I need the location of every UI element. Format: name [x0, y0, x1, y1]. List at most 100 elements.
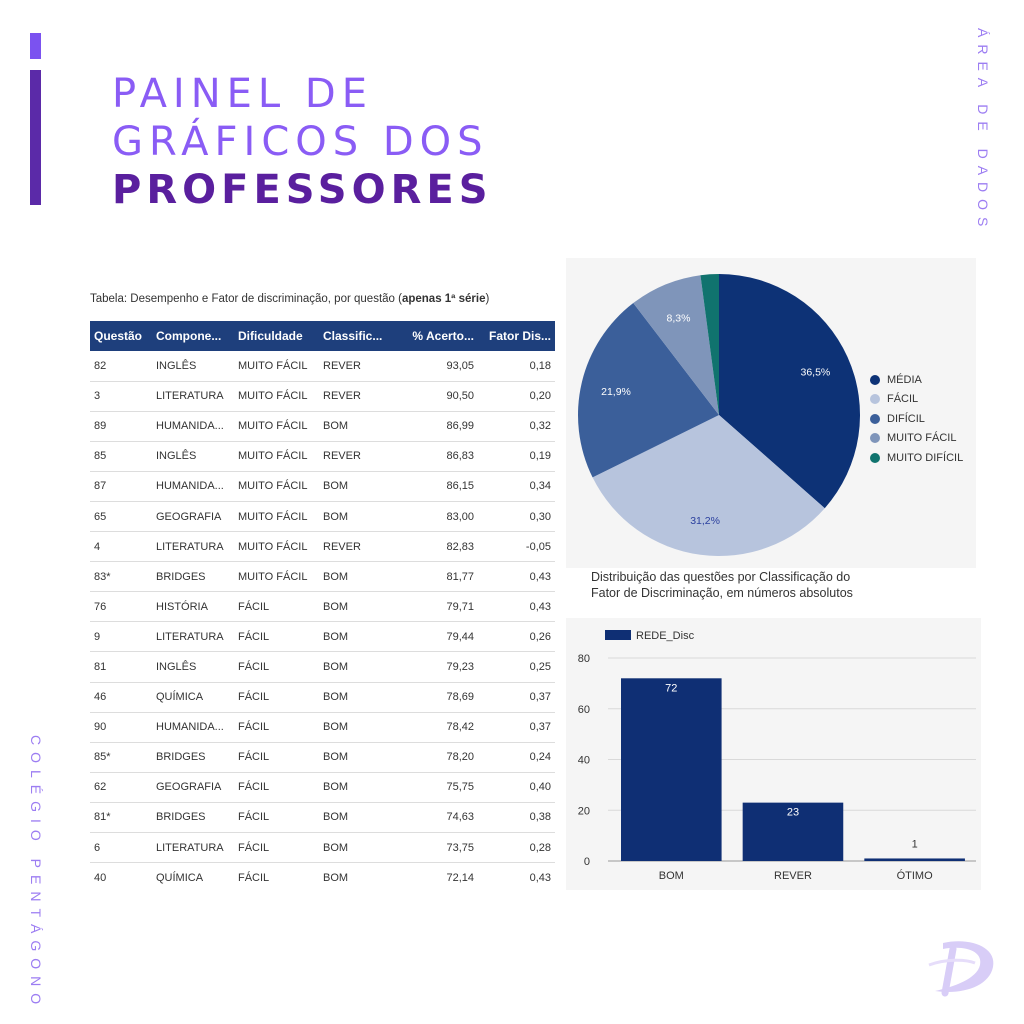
table-cell: QUÍMICA	[156, 871, 204, 884]
table-cell: 73,75	[395, 832, 478, 864]
pie-data-label: 31,2%	[690, 515, 720, 527]
table-cell: 6	[90, 832, 152, 864]
column-header[interactable]: % Acerto...	[395, 321, 478, 351]
table-cell: BOM	[319, 802, 395, 834]
title-line-3: PROFESSORES	[112, 167, 493, 213]
column-header[interactable]: Classific...	[319, 321, 395, 351]
side-label-area-de-dados: ÁREA DE DADOS	[975, 28, 991, 234]
table-cell: FÁCIL	[234, 651, 319, 683]
table-cell: 3	[90, 381, 152, 412]
table-cell: 83*	[90, 561, 152, 593]
table-cell: LITERATURA	[152, 531, 234, 563]
legend-swatch	[870, 433, 880, 444]
page-title: PAINEL DE GRÁFICOS DOS PROFESSORES	[112, 70, 493, 214]
table-cell: HUMANIDA...	[152, 471, 234, 502]
table-cell: 0,38	[478, 802, 555, 834]
side-label-colegio: COLÉGIO PENTÁGONO	[28, 735, 44, 1012]
legend-item[interactable]: MUITO FÁCIL	[870, 429, 963, 449]
table-cell: 72,14	[446, 871, 474, 884]
table-cell: FÁCIL	[234, 772, 319, 803]
table-cell: REVER	[319, 441, 395, 472]
bar	[621, 678, 722, 861]
table-caption-prefix: Tabela: Desempenho e Fator de discrimina…	[90, 293, 402, 305]
x-tick-label: ÓTIMO	[897, 869, 933, 882]
bar-chart-caption: Distribuição das questões por Classifica…	[591, 569, 911, 601]
table-cell: 79,23	[395, 651, 478, 683]
table-cell: 90,50	[395, 381, 478, 412]
table-cell: 87	[90, 471, 152, 502]
table-cell: 0,43	[529, 871, 551, 884]
pie-chart: 36,5% 31,2% 21,9% 8,3%	[578, 274, 860, 556]
table-cell: FÁCIL	[234, 621, 319, 653]
y-tick-label: 40	[578, 755, 590, 767]
table-cell: 89	[90, 411, 152, 442]
bar-caption-line-1: Distribuição das questões por Classifica…	[591, 570, 851, 584]
table-cell: HISTÓRIA	[152, 591, 234, 623]
table-cell: 79,44	[395, 621, 478, 653]
bar	[742, 802, 844, 861]
legend-label: FÁCIL	[887, 393, 919, 406]
table-cell: 76	[90, 591, 152, 623]
pentagono-logo-icon	[928, 941, 994, 997]
table-cell: 93,05	[395, 351, 478, 382]
table-row: 85* BRIDGES FÁCIL BOM 78,20 0,24	[90, 742, 555, 773]
table-row: 89 HUMANIDA... MUITO FÁCIL BOM 86,99 0,32	[90, 411, 555, 442]
table-row: 40 QUÍMICA FÁCIL BOM 72,14 0,43	[90, 863, 555, 893]
table-cell: HUMANIDA...	[152, 411, 234, 442]
legend-item[interactable]: MUITO DIFÍCIL	[870, 448, 963, 468]
table-cell: REVER	[319, 531, 395, 563]
legend-item[interactable]: DIFÍCIL	[870, 409, 963, 429]
table-cell: GEOGRAFIA	[152, 772, 234, 803]
table-cell: 81,77	[395, 561, 478, 593]
table-cell: BRIDGES	[152, 742, 234, 773]
table-cell: GEOGRAFIA	[152, 501, 234, 533]
table-row: 83* BRIDGES MUITO FÁCIL BOM 81,77 0,43	[90, 561, 555, 593]
table-cell: 78,69	[395, 682, 478, 713]
bar-chart: 0 20 40 60 80 REDE_Disc 72 BOM 23 REVER 1 ÓTIMO	[578, 630, 976, 882]
column-header[interactable]: Questão	[90, 321, 152, 351]
table-cell: BOM	[319, 682, 395, 713]
legend-swatch	[870, 374, 880, 385]
table-cell: FÁCIL	[234, 591, 319, 623]
table-row: 62 GEOGRAFIA FÁCIL BOM 75,75 0,40	[90, 772, 555, 803]
y-tick-label: 80	[578, 653, 590, 665]
title-line-1: PAINEL DE	[112, 71, 373, 117]
table-row: 4 LITERATURA MUITO FÁCIL REVER 82,83 -0,05	[90, 531, 555, 563]
table-cell: MUITO FÁCIL	[234, 381, 319, 412]
table-cell: LITERATURA	[152, 381, 234, 412]
table-cell: 86,83	[395, 441, 478, 472]
legend-item[interactable]: FÁCIL	[870, 390, 963, 410]
table-cell: 0,30	[478, 501, 555, 533]
column-header[interactable]: Fator Dis...	[478, 321, 555, 351]
table-cell: MUITO FÁCIL	[234, 411, 319, 442]
table-cell: REVER	[319, 381, 395, 412]
table-cell: 85*	[90, 742, 152, 773]
table-cell: REVER	[319, 351, 395, 382]
x-tick-label: BOM	[659, 870, 684, 882]
bar	[864, 858, 965, 861]
table-cell: 79,71	[395, 591, 478, 623]
column-header[interactable]: Compone...	[152, 321, 234, 351]
table-cell: 0,37	[478, 712, 555, 743]
table-cell: 40	[94, 871, 107, 884]
table-row: 87 HUMANIDA... MUITO FÁCIL BOM 86,15 0,34	[90, 471, 555, 502]
table-row: 6 LITERATURA FÁCIL BOM 73,75 0,28	[90, 832, 555, 864]
table-cell: 46	[90, 682, 152, 713]
table-cell: BOM	[319, 471, 395, 502]
table-cell: 82,83	[395, 531, 478, 563]
legend-swatch	[870, 452, 880, 463]
table-cell: 0,32	[478, 411, 555, 442]
table-caption-bold: apenas 1ª série	[401, 293, 486, 305]
table-cell: MUITO FÁCIL	[234, 471, 319, 502]
table-cell: INGLÊS	[152, 441, 234, 472]
legend-item[interactable]: MÉDIA	[870, 370, 963, 390]
table-cell: 78,20	[395, 742, 478, 773]
table-cell: BOM	[319, 712, 395, 743]
column-header[interactable]: Dificuldade	[234, 321, 319, 351]
table-cell: BRIDGES	[152, 802, 234, 834]
table-cell: BOM	[319, 501, 395, 533]
table-row: 85 INGLÊS MUITO FÁCIL REVER 86,83 0,19	[90, 441, 555, 472]
table-row: 90 HUMANIDA... FÁCIL BOM 78,42 0,37	[90, 712, 555, 743]
y-tick-label: 60	[578, 704, 590, 716]
table-cell: 81	[90, 651, 152, 683]
